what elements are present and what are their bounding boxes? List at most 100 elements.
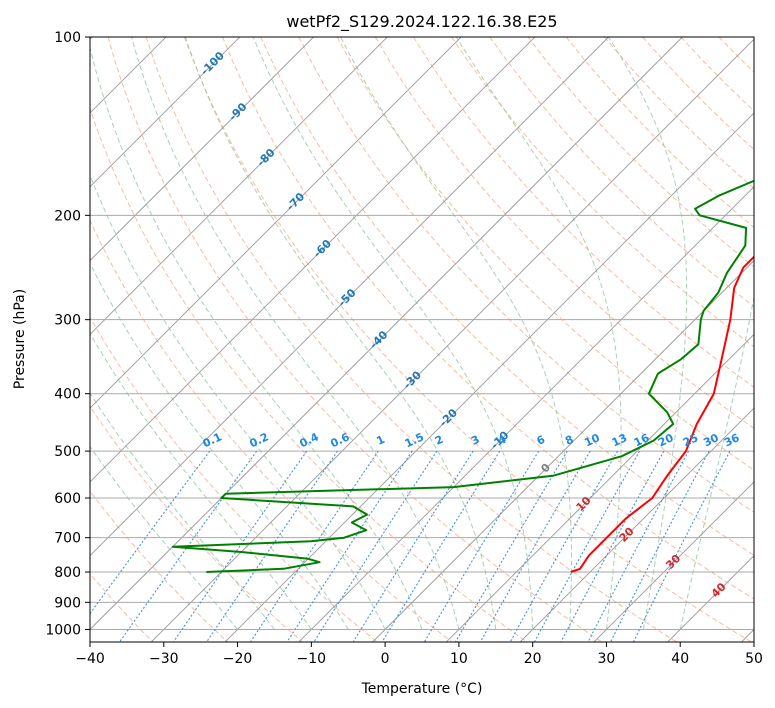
- mixing-ratio-label: 1: [374, 433, 386, 448]
- y-tick-label: 400: [54, 387, 81, 403]
- isotherm-label: 30: [663, 552, 683, 572]
- isotherm-line: [519, 407, 754, 642]
- isotherm-line: [371, 259, 754, 642]
- x-tick-label: −40: [75, 651, 105, 667]
- isotherm-label: -100: [198, 49, 227, 78]
- mixing-ratio-line: [249, 450, 379, 642]
- isotherm-label: 40: [709, 580, 729, 600]
- isobars: [90, 37, 754, 630]
- x-tick-label: 50: [745, 651, 763, 667]
- mixing-ratio-line: [423, 450, 540, 642]
- y-tick-label: 600: [54, 491, 81, 507]
- isotherm-line: [445, 333, 754, 642]
- dry-adiabat-line: [222, 37, 754, 600]
- isotherm-label: -90: [226, 100, 249, 123]
- plot-frame: [89, 36, 755, 643]
- isotherm-line: [224, 112, 754, 642]
- mixing-ratio-line: [587, 450, 690, 642]
- isotherm-line: [593, 481, 754, 642]
- mixing-ratio-label: 20: [656, 431, 676, 449]
- isotherm-label: 0: [538, 461, 553, 476]
- y-tick-label: 800: [54, 565, 81, 581]
- isotherm-label: -40: [367, 328, 390, 351]
- dry-adiabat-line: [757, 37, 775, 644]
- mixing-ratio-line: [118, 450, 258, 642]
- x-axis-label: Temperature (°C): [361, 681, 483, 697]
- isotherm-line: [90, 37, 315, 262]
- moist-adiabat-line: [90, 45, 423, 630]
- plot-area: [90, 37, 775, 644]
- x-tick-label: 30: [598, 651, 616, 667]
- mixing-ratio-line: [632, 450, 731, 642]
- dry-adiabat-line: [90, 490, 229, 642]
- dry-adiabat-line: [680, 37, 754, 112]
- mixing-ratio-label: 25: [681, 431, 700, 449]
- mixing-ratio-label: 10: [582, 431, 602, 449]
- x-tick-label: 20: [524, 651, 542, 667]
- mixing-ratio-label: 13: [610, 431, 629, 449]
- x-tick-label: 0: [381, 651, 390, 667]
- mixing-ratio-label: 1.5: [403, 430, 426, 450]
- dry-adiabat-line: [527, 37, 754, 268]
- x-tick-label: −30: [149, 651, 179, 667]
- isotherm-label: 20: [617, 524, 637, 544]
- y-axis-label: Pressure (hPa): [12, 289, 28, 389]
- mixing-ratio-line: [172, 450, 308, 642]
- dry-adiabat-line: [90, 219, 453, 642]
- mixing-ratio-label: 0.2: [248, 430, 271, 450]
- moist-adiabat-line: [340, 37, 572, 630]
- mixing-ratio-line: [381, 450, 501, 642]
- isotherm-line: [90, 37, 610, 557]
- dry-adiabat-line: [565, 37, 754, 229]
- isotherms: [90, 37, 754, 642]
- moist-adiabat-line: [252, 37, 534, 630]
- y-tick-label: 1000: [45, 622, 81, 638]
- mixing-ratio-label: 3: [469, 433, 481, 448]
- mixing-ratio-line: [533, 450, 641, 642]
- mixing-ratio-line: [454, 450, 568, 642]
- moist-adiabat-line: [455, 37, 622, 630]
- dry-adiabat-line: [451, 37, 754, 348]
- dry-adiabat-line: [489, 37, 754, 308]
- dry-adiabat-line: [145, 37, 678, 642]
- temperature-profile-line: [570, 255, 754, 573]
- moist-adiabat-line: [184, 37, 497, 630]
- mixing-ratio-label: 0.4: [298, 430, 321, 450]
- dry-adiabat-line: [336, 37, 754, 471]
- dry-adiabat-line: [374, 37, 754, 429]
- isotherm-line: [90, 37, 167, 114]
- moist-adiabats: [90, 37, 754, 630]
- moist-adiabat-line: [608, 37, 688, 630]
- moist-adiabat-line: [131, 37, 460, 630]
- mixing-ratio-label: 0.6: [328, 430, 351, 450]
- isotherm-label: -30: [401, 368, 424, 391]
- mixing-ratio-line: [352, 450, 474, 642]
- isotherm-label: -60: [311, 237, 334, 260]
- mixing-ratio-label: 16: [632, 431, 652, 449]
- moist-adiabat-line: [90, 173, 386, 630]
- mixing-ratio-line: [560, 450, 665, 642]
- chart-title: wetPf2_S129.2024.122.16.38.E25: [286, 12, 557, 32]
- dry-adiabat-line: [604, 37, 754, 190]
- dry-adiabat-line: [183, 37, 753, 642]
- isotherm-line: [298, 186, 754, 642]
- isotherm-line: [90, 37, 388, 335]
- x-axis-ticks: −40 −30 −20 −10 0 10 20 30 40 50: [75, 642, 763, 667]
- dry-adiabat-line: [642, 37, 754, 151]
- x-tick-label: 10: [450, 651, 468, 667]
- mixing-ratio-line: [509, 450, 618, 642]
- mixing-ratio-line: [479, 450, 591, 642]
- mixing-ratio-line: [205, 450, 339, 642]
- mixing-ratio-line: [286, 450, 413, 642]
- mixing-ratio-label: 36: [722, 431, 742, 449]
- y-tick-label: 200: [54, 208, 81, 224]
- isotherm-label: -80: [254, 146, 277, 169]
- mixing-ratio-label: 30: [701, 431, 721, 449]
- y-tick-label: 100: [54, 30, 81, 46]
- guide-labels: -100-90-80-70-60-50-40-30-20-10010203040…: [198, 49, 742, 600]
- isotherm-label: -70: [284, 190, 307, 213]
- dry-adiabat-line: [90, 316, 379, 642]
- dry-adiabat-line: [413, 37, 754, 388]
- isotherm-line: [90, 37, 241, 188]
- x-tick-label: −20: [223, 651, 253, 667]
